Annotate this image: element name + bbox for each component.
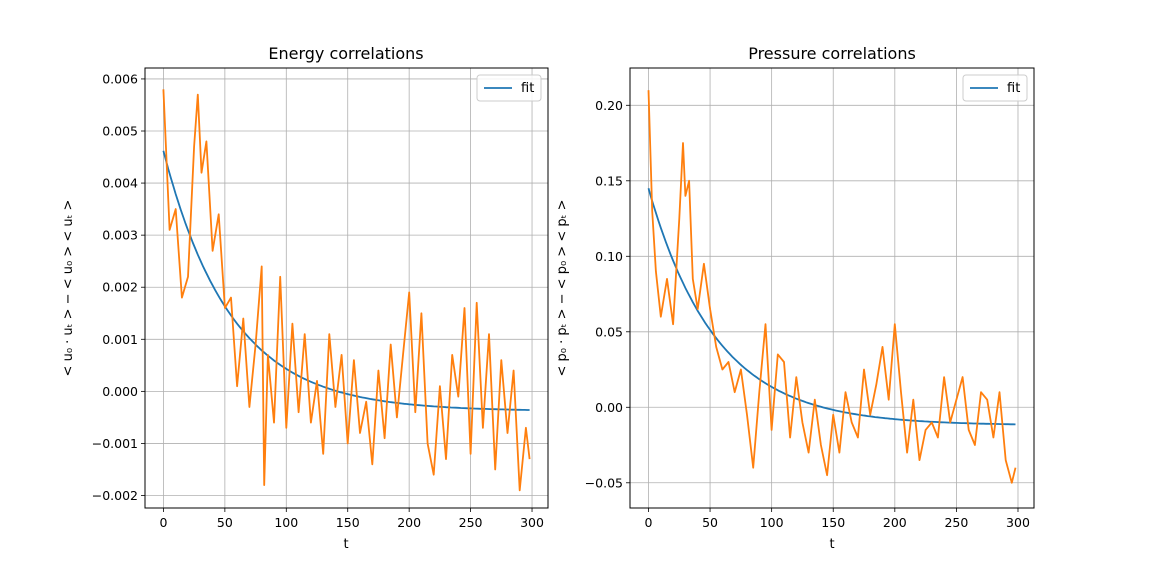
pressure-data-line xyxy=(647,90,1017,484)
energy-y-tick-label: 0.005 xyxy=(102,124,138,139)
pressure-x-axis-label: t xyxy=(829,537,834,552)
energy-y-tick-label: 0.001 xyxy=(102,332,138,347)
pressure-x-tick-label: 250 xyxy=(944,515,968,530)
pressure-fit-line xyxy=(647,188,1016,426)
energy-x-tick-label: 150 xyxy=(336,515,360,530)
energy-y-tick-label: 0.002 xyxy=(102,280,138,295)
energy-legend-fit-label: fit xyxy=(521,81,534,96)
pressure-y-tick-label: −0.05 xyxy=(585,475,623,490)
energy-grid xyxy=(145,68,548,508)
pressure-x-tick-label: 50 xyxy=(702,515,718,530)
energy-correlations-panel: Energy correlations 0 50 100 150 200 250 300 −… xyxy=(61,44,549,552)
energy-y-tick-label: 0.000 xyxy=(102,384,138,399)
pressure-y-axis-label: < p₀ · pₜ > − < p₀ > < pₜ > xyxy=(555,200,570,377)
pressure-x-tick-label: 300 xyxy=(1006,515,1030,530)
energy-x-tick-label: 250 xyxy=(459,515,483,530)
energy-x-tick-label: 200 xyxy=(397,515,421,530)
energy-y-tick-label: 0.006 xyxy=(102,71,138,86)
pressure-legend: fit xyxy=(962,74,1028,102)
pressure-y-tick-label: 0.20 xyxy=(595,98,623,113)
pressure-x-tick-label: 100 xyxy=(760,515,784,530)
energy-x-ticks: 0 50 100 150 200 250 300 xyxy=(159,508,544,530)
energy-x-tick-label: 300 xyxy=(520,515,544,530)
pressure-data-layer xyxy=(647,90,1017,484)
energy-y-axis-label: < u₀ · uₜ > − < u₀ > < uₜ > xyxy=(61,200,76,377)
pressure-x-tick-label: 200 xyxy=(883,515,907,530)
pressure-plot-frame xyxy=(629,67,1035,509)
pressure-y-ticks: −0.05 0.00 0.05 0.10 0.15 0.20 xyxy=(585,98,630,490)
energy-data-line xyxy=(162,89,531,492)
energy-plot-frame xyxy=(144,67,549,509)
pressure-y-tick-label: 0.00 xyxy=(595,400,623,415)
energy-x-tick-label: 100 xyxy=(274,515,298,530)
pressure-x-tick-label: 0 xyxy=(644,515,652,530)
pressure-correlations-panel: Pressure correlations 0 50 100 150 200 250 300… xyxy=(555,44,1035,552)
pressure-y-tick-label: 0.05 xyxy=(595,324,623,339)
energy-x-tick-label: 50 xyxy=(217,515,233,530)
pressure-chart-title: Pressure correlations xyxy=(748,44,916,63)
energy-y-tick-label: 0.003 xyxy=(102,228,138,243)
pressure-x-ticks: 0 50 100 150 200 250 300 xyxy=(644,508,1030,530)
pressure-legend-fit-label: fit xyxy=(1007,81,1020,96)
energy-y-tick-label: 0.004 xyxy=(102,176,138,191)
energy-y-tick-label: −0.001 xyxy=(92,436,138,451)
pressure-x-tick-label: 150 xyxy=(821,515,845,530)
energy-data-layer xyxy=(162,89,531,492)
pressure-y-tick-label: 0.15 xyxy=(595,173,623,188)
energy-chart-title: Energy correlations xyxy=(268,44,423,63)
energy-x-tick-label: 0 xyxy=(159,515,167,530)
energy-x-axis-label: t xyxy=(343,537,348,552)
energy-y-ticks: −0.002 −0.001 0.000 0.001 0.002 0.003 0.004 0.0… xyxy=(92,71,145,503)
energy-legend: fit xyxy=(476,74,542,102)
pressure-y-tick-label: 0.10 xyxy=(595,249,623,264)
pressure-fit-layer xyxy=(647,188,1016,426)
energy-y-tick-label: −0.002 xyxy=(92,488,138,503)
